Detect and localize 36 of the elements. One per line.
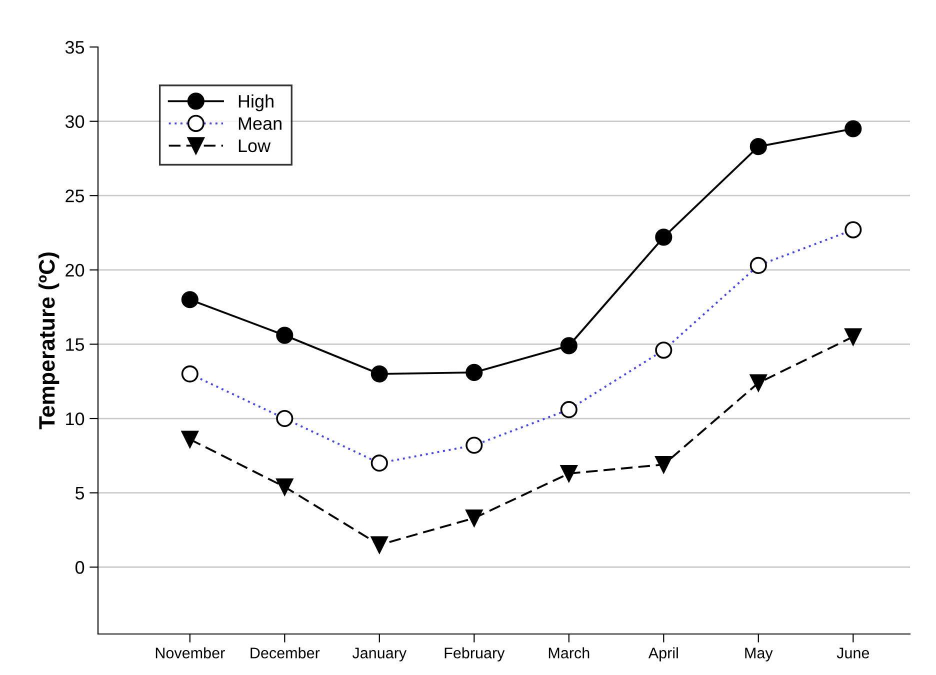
point bbox=[655, 228, 672, 246]
point bbox=[844, 328, 862, 346]
point bbox=[844, 120, 862, 138]
y-tick-label: 30 bbox=[65, 115, 84, 128]
x-tick-label: June bbox=[836, 648, 870, 658]
point bbox=[466, 364, 483, 381]
y-tick-label: 20 bbox=[66, 264, 84, 277]
point bbox=[181, 291, 198, 308]
legend-label: Mean bbox=[238, 117, 282, 130]
point bbox=[276, 478, 294, 496]
y-tick-label: 25 bbox=[66, 190, 84, 202]
x-tick-label: December bbox=[250, 647, 320, 658]
y-tick-label: 15 bbox=[66, 338, 84, 351]
point bbox=[750, 138, 767, 156]
y-tick-label: 10 bbox=[66, 412, 84, 426]
legend-label: High bbox=[238, 94, 274, 112]
point bbox=[370, 536, 388, 554]
point bbox=[655, 456, 672, 474]
y-tick-label: 35 bbox=[65, 40, 84, 54]
x-tick-label: February bbox=[444, 647, 505, 662]
x-tick-label: May bbox=[745, 648, 773, 662]
x-tick-label: November bbox=[156, 647, 225, 658]
point bbox=[276, 326, 294, 344]
y-axis-title: Temperature (ºC) bbox=[38, 252, 60, 430]
x-tick-label: January bbox=[352, 648, 407, 662]
point bbox=[466, 510, 483, 527]
y-tick-label: 5 bbox=[75, 486, 84, 500]
point bbox=[370, 365, 388, 382]
x-tick-label: April bbox=[648, 647, 678, 662]
legend-label: Low bbox=[238, 140, 271, 152]
point bbox=[750, 374, 767, 392]
y-tick-label: 0 bbox=[75, 561, 84, 574]
point bbox=[181, 430, 198, 448]
point bbox=[560, 337, 578, 354]
x-tick-label: March bbox=[548, 647, 590, 658]
point bbox=[560, 464, 578, 482]
